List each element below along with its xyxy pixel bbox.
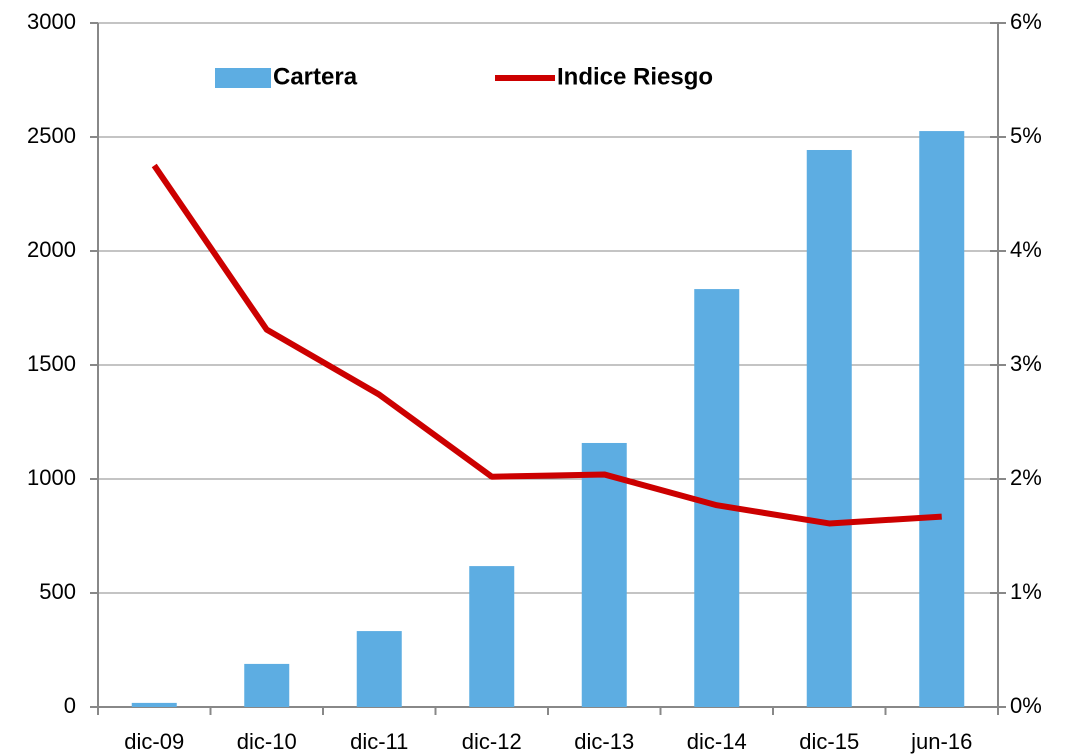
line — [151, 163, 942, 527]
y-tick-label: 0 — [64, 693, 76, 718]
x-tick-label: dic-09 — [124, 729, 184, 754]
bar — [131, 702, 177, 707]
bar — [919, 131, 965, 707]
bar — [356, 631, 402, 707]
legend-swatch — [215, 68, 271, 88]
y-tick-label: 3000 — [27, 9, 76, 34]
bar — [469, 566, 515, 707]
bar — [581, 442, 627, 707]
y2-tick-label: 4% — [1010, 237, 1042, 262]
y2-tick-label: 1% — [1010, 579, 1042, 604]
y-tick-label: 1000 — [27, 465, 76, 490]
x-tick-label: dic-15 — [799, 729, 859, 754]
y2-tick-label: 5% — [1010, 123, 1042, 148]
x-tick-label: dic-13 — [574, 729, 634, 754]
legend-label: Indice Riesgo — [557, 63, 713, 90]
y-tick-label: 2500 — [27, 123, 76, 148]
y2-tick-label: 6% — [1010, 9, 1042, 34]
y-tick-label: 1500 — [27, 351, 76, 376]
x-tick-label: dic-11 — [350, 729, 408, 754]
x-tick-label: dic-12 — [462, 729, 522, 754]
y2-tick-label: 2% — [1010, 465, 1042, 490]
x-tick-label: dic-14 — [687, 729, 747, 754]
legend-label: Cartera — [273, 63, 358, 90]
x-tick-label: jun-16 — [910, 729, 972, 754]
bar — [244, 663, 290, 707]
y2-tick-label: 3% — [1010, 351, 1042, 376]
bar — [806, 149, 852, 708]
y2-tick-label: 0% — [1010, 693, 1042, 718]
y-tick-label: 2000 — [27, 237, 76, 262]
x-tick-label: dic-10 — [237, 729, 297, 754]
y-tick-label: 500 — [39, 579, 76, 604]
